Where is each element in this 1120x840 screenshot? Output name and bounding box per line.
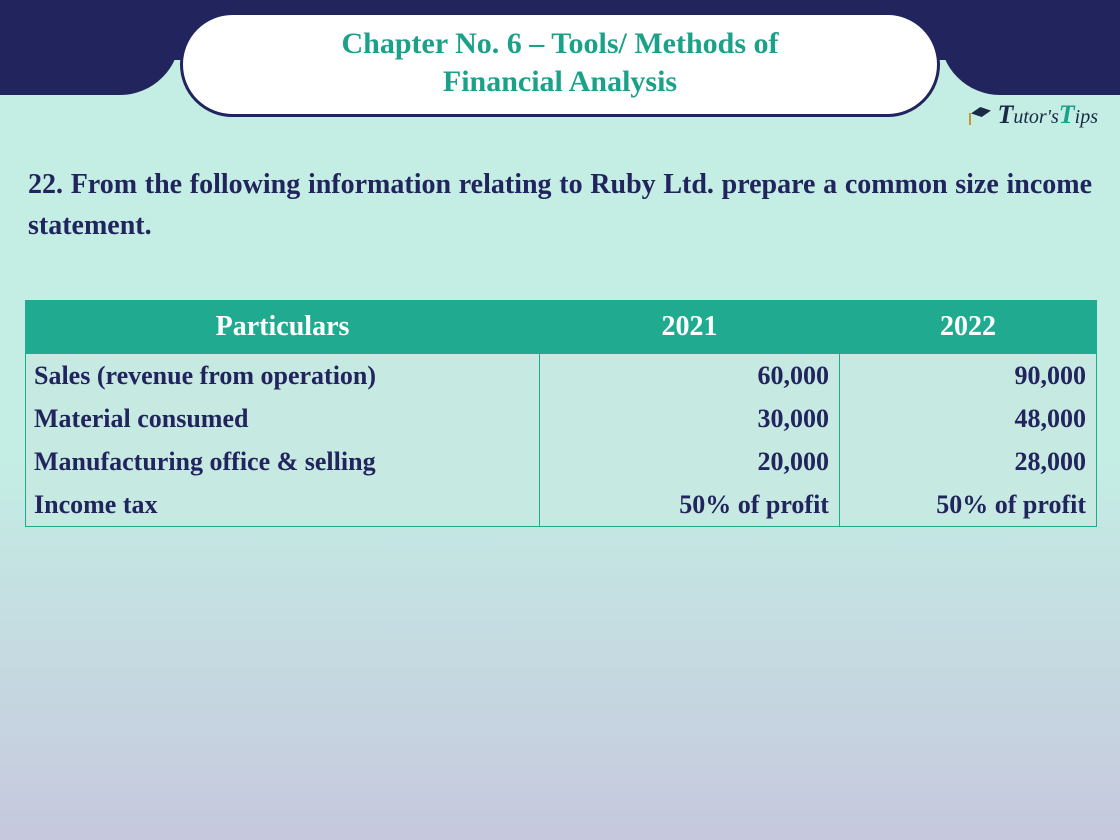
chapter-title-line1: Chapter No. 6 – Tools/ Methods of [223, 25, 897, 63]
corner-left [0, 0, 180, 95]
corner-right [940, 0, 1120, 95]
cell-2021: 60,000 [540, 354, 840, 398]
cell-particulars: Sales (revenue from operation) [26, 354, 540, 398]
cell-2021: 50% of profit [540, 483, 840, 527]
cell-particulars: Manufacturing office & selling [26, 440, 540, 483]
cell-2021: 30,000 [540, 397, 840, 440]
cell-particulars: Income tax [26, 483, 540, 527]
income-data-table: Particulars 2021 2022 Sales (revenue fro… [25, 300, 1097, 527]
col-header-particulars: Particulars [26, 301, 540, 354]
logo-letter-1: T [997, 100, 1013, 129]
graduation-cap-icon [969, 107, 993, 123]
col-header-2022: 2022 [839, 301, 1096, 354]
table-row: Sales (revenue from operation) 60,000 90… [26, 354, 1097, 398]
table-header-row: Particulars 2021 2022 [26, 301, 1097, 354]
cell-2021: 20,000 [540, 440, 840, 483]
table-row: Manufacturing office & selling 20,000 28… [26, 440, 1097, 483]
cell-2022: 48,000 [839, 397, 1096, 440]
cell-particulars: Material consumed [26, 397, 540, 440]
logo-letter-2: T [1059, 100, 1075, 129]
logo-text-2: ips [1075, 106, 1098, 128]
col-header-2021: 2021 [540, 301, 840, 354]
chapter-title-pill: Chapter No. 6 – Tools/ Methods of Financ… [180, 12, 940, 117]
brand-logo: Tutor'sTips [969, 100, 1098, 130]
chapter-title-line2: Financial Analysis [223, 63, 897, 101]
table-row: Income tax 50% of profit 50% of profit [26, 483, 1097, 527]
logo-text-1: utor's [1013, 106, 1058, 128]
cell-2022: 50% of profit [839, 483, 1096, 527]
cell-2022: 90,000 [839, 354, 1096, 398]
table-row: Material consumed 30,000 48,000 [26, 397, 1097, 440]
question-text: 22. From the following information relat… [28, 165, 1092, 246]
cell-2022: 28,000 [839, 440, 1096, 483]
